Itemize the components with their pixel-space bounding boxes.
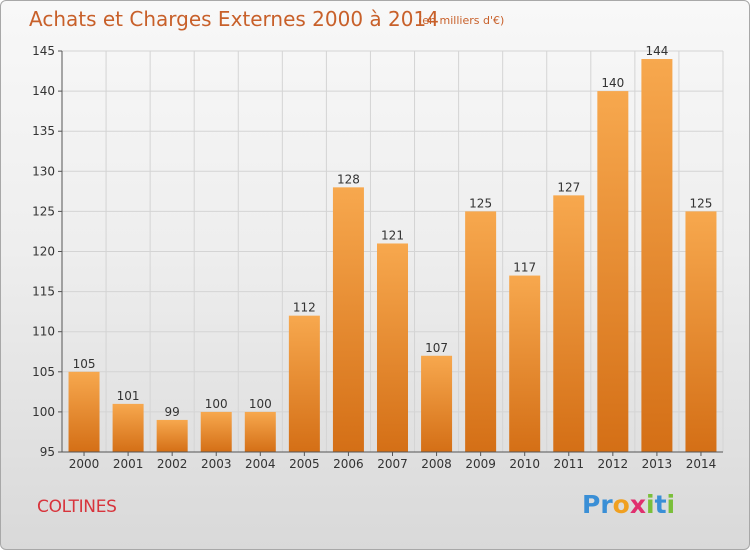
proxiti-logo: Proxiti [582, 490, 675, 519]
logo-letter: i [666, 490, 676, 519]
y-tick-label: 115 [32, 285, 55, 299]
x-tick-label: 2005 [289, 457, 320, 471]
x-tick-label: 2008 [421, 457, 452, 471]
bar-value-label: 121 [381, 228, 404, 242]
bar-value-label: 107 [425, 341, 448, 355]
y-tick-label: 100 [32, 405, 55, 419]
bar-value-label: 140 [601, 76, 624, 90]
bar-value-label: 127 [557, 180, 580, 194]
bar-value-label: 101 [117, 389, 140, 403]
chart-title: Achats et Charges Externes 2000 à 2014 [29, 7, 439, 31]
y-tick-label: 110 [32, 325, 55, 339]
bar-2002 [156, 419, 188, 452]
x-tick-label: 2013 [642, 457, 673, 471]
bar-2005 [288, 315, 320, 452]
logo-letter: o [612, 490, 630, 519]
y-tick-label: 95 [40, 445, 55, 459]
bar-2004 [244, 411, 276, 452]
x-tick-label: 2011 [553, 457, 584, 471]
x-tick-label: 2000 [69, 457, 100, 471]
x-tick-label: 2014 [686, 457, 717, 471]
logo-letter: x [629, 490, 646, 519]
bar-value-label: 99 [165, 405, 180, 419]
bar-2000 [68, 371, 100, 452]
bar-value-label: 117 [513, 261, 536, 275]
bar-2006 [332, 187, 364, 452]
y-tick-label: 125 [32, 204, 55, 218]
bar-2007 [377, 243, 408, 452]
axes [58, 50, 723, 456]
bars [68, 59, 717, 453]
bar-2013 [641, 59, 673, 453]
x-tick-label: 2004 [245, 457, 276, 471]
bar-2014 [685, 211, 717, 452]
y-tick-label: 120 [32, 245, 55, 259]
bar-value-label: 125 [690, 196, 713, 210]
logo-letter: P [582, 490, 601, 519]
y-tick-label: 145 [32, 44, 55, 58]
y-tick-label: 135 [32, 124, 55, 138]
labels: 95 100 105 110 115 120 125 130 135 140 145 105 2000 1… [32, 44, 716, 471]
x-tick-label: 2001 [113, 457, 144, 471]
logo-letter: r [600, 490, 613, 519]
x-tick-label: 2012 [598, 457, 629, 471]
bar-2003 [200, 411, 232, 452]
logo-letter: t [654, 490, 667, 519]
bar-value-label: 100 [205, 397, 228, 411]
bar-2011 [553, 195, 585, 453]
bar-value-label: 125 [469, 196, 492, 210]
bar-value-label: 112 [293, 301, 316, 315]
x-tick-label: 2010 [509, 457, 540, 471]
x-tick-label: 2009 [465, 457, 496, 471]
bar-value-label: 105 [73, 357, 96, 371]
bar-2008 [421, 355, 453, 452]
chart-subtitle: (en milliers d'€) [418, 14, 505, 27]
bar-2012 [597, 91, 629, 452]
x-tick-label: 2002 [157, 457, 188, 471]
bar-2010 [509, 275, 541, 452]
x-tick-label: 2006 [333, 457, 364, 471]
commune-name: COLTINES [37, 497, 117, 517]
bar-value-label: 100 [249, 397, 272, 411]
y-tick-label: 140 [32, 84, 55, 98]
bar-2001 [112, 403, 144, 452]
y-tick-label: 130 [32, 164, 55, 178]
bar-2009 [465, 211, 497, 452]
logo-letter: i [646, 490, 655, 519]
y-tick-label: 105 [32, 365, 55, 379]
bar-value-label: 128 [337, 172, 360, 186]
x-tick-label: 2003 [201, 457, 232, 471]
bar-value-label: 144 [645, 44, 668, 58]
x-tick-label: 2007 [377, 457, 408, 471]
